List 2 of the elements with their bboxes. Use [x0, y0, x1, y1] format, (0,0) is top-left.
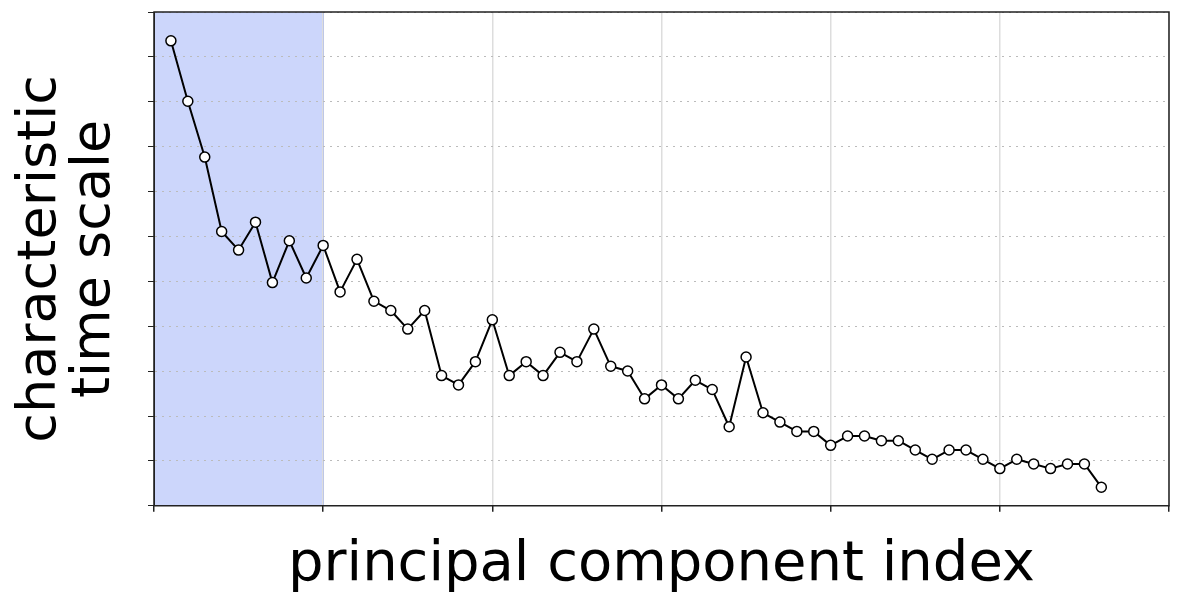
y-axis-title: characteristic time scale: [5, 75, 123, 443]
x-axis-title: principal component index: [287, 527, 1036, 593]
